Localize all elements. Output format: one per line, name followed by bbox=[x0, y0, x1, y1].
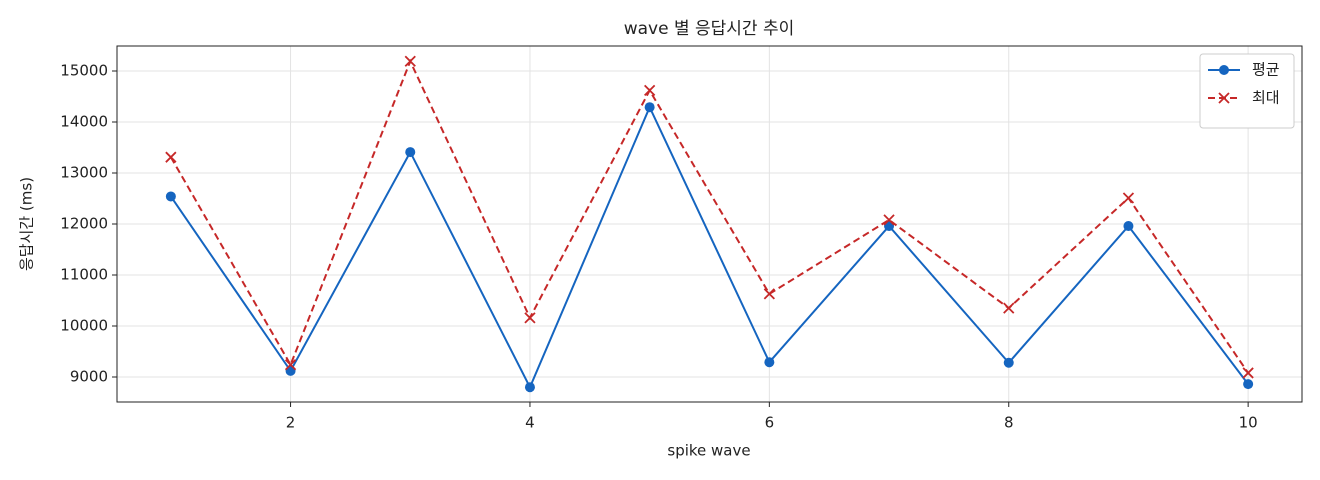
marker bbox=[1003, 357, 1014, 368]
marker bbox=[1122, 192, 1135, 204]
x-tick-label: 4 bbox=[525, 414, 535, 432]
x-tick-label: 2 bbox=[286, 414, 296, 432]
marker bbox=[165, 191, 176, 202]
marker bbox=[404, 55, 416, 67]
legend-label: 최대 bbox=[1252, 89, 1280, 107]
plot-frame bbox=[116, 45, 1303, 403]
marker bbox=[1003, 302, 1015, 314]
marker bbox=[405, 147, 416, 158]
legend-box bbox=[1199, 53, 1295, 129]
marker bbox=[764, 357, 775, 368]
x-tick-label: 10 bbox=[1239, 414, 1258, 432]
y-tick-label: 14000 bbox=[60, 112, 108, 130]
x-axis-label: spike wave bbox=[667, 442, 750, 460]
legend-marker bbox=[1218, 92, 1230, 104]
marker bbox=[165, 151, 177, 163]
marker bbox=[1243, 379, 1254, 390]
marker bbox=[1123, 221, 1134, 232]
marker bbox=[644, 84, 656, 97]
x-tick-label: 6 bbox=[765, 414, 775, 432]
marker bbox=[524, 382, 535, 393]
series-line bbox=[170, 104, 1249, 390]
series-line bbox=[169, 58, 1249, 374]
y-axis-label: 응답시간 (ms) bbox=[18, 177, 36, 271]
y-tick-label: 9000 bbox=[70, 368, 108, 386]
legend-label: 평균 bbox=[1252, 61, 1280, 79]
x-tick-label: 8 bbox=[1004, 414, 1014, 432]
marker bbox=[763, 288, 775, 300]
marker bbox=[284, 359, 297, 371]
y-tick-label: 12000 bbox=[60, 215, 108, 233]
chart-title: wave 별 응답시간 추이 bbox=[624, 19, 795, 39]
marker bbox=[644, 102, 655, 113]
y-tick-label: 13000 bbox=[60, 163, 108, 181]
y-tick-label: 11000 bbox=[60, 266, 108, 284]
y-tick-label: 10000 bbox=[60, 317, 108, 335]
marker bbox=[883, 214, 895, 226]
legend-marker bbox=[1219, 65, 1229, 75]
marker bbox=[524, 312, 536, 324]
marker bbox=[1242, 367, 1254, 379]
y-tick-label: 15000 bbox=[60, 61, 108, 79]
